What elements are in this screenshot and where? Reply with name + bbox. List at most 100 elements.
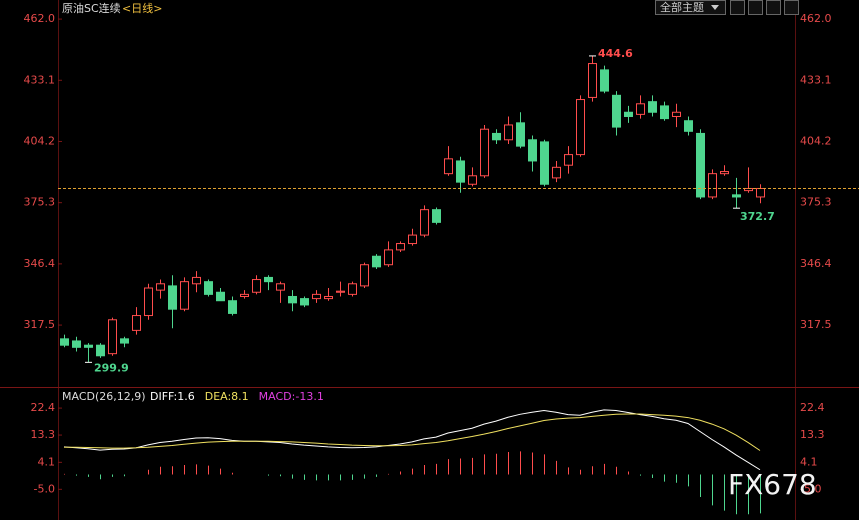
candle-body <box>300 298 309 306</box>
candle-body <box>156 283 165 291</box>
watermark: FX678 <box>728 468 817 501</box>
candle-body <box>216 291 225 302</box>
low-label: 372.7 <box>740 210 775 223</box>
candle-body <box>384 249 393 266</box>
candle-body <box>144 287 153 317</box>
y-tick-label: 462.0 <box>24 12 56 25</box>
candle-body <box>240 293 249 297</box>
candle-body <box>180 281 189 310</box>
candle-body <box>660 105 669 120</box>
y-tick-label: 4.1 <box>38 455 56 468</box>
candle-body <box>468 175 477 185</box>
candle-body <box>564 154 573 166</box>
y-tick-label-right: 346.4 <box>800 257 832 270</box>
candle-body <box>120 338 129 344</box>
tool-button[interactable] <box>766 0 781 15</box>
y-tick-label-right: 375.3 <box>800 196 832 209</box>
candle-body <box>252 279 261 293</box>
chart-subtitle: <日线> <box>122 1 162 15</box>
candle-body <box>492 132 501 141</box>
candle-body <box>624 111 633 117</box>
legend-entry: MACD:-13.1 <box>259 390 324 403</box>
candle-body <box>444 158 453 175</box>
candle-body <box>432 209 441 223</box>
y-tick-label: 404.2 <box>24 134 56 147</box>
candle-body <box>312 293 321 300</box>
candle-body <box>396 243 405 251</box>
low-label: 299.9 <box>94 361 129 374</box>
candle-body <box>708 173 717 198</box>
candle-body <box>96 344 105 357</box>
y-tick-label: 346.4 <box>24 257 56 270</box>
candle-body <box>696 132 705 198</box>
candle-body <box>108 319 117 355</box>
legend-entry: DEA:8.1 <box>205 390 249 403</box>
candle-body <box>720 171 729 175</box>
candle-body <box>276 283 285 291</box>
candle-body <box>672 111 681 117</box>
candle-body <box>756 187 765 198</box>
candle-body <box>228 300 237 314</box>
candle-body <box>600 69 609 92</box>
tool-button[interactable] <box>730 0 745 15</box>
candle-body <box>636 103 645 115</box>
candle-body <box>168 285 177 310</box>
theme-button[interactable] <box>655 0 726 15</box>
candle-body <box>324 295 333 300</box>
candle-body <box>588 63 597 98</box>
y-tick-label: 22.4 <box>31 401 56 414</box>
tool-button[interactable] <box>784 0 799 15</box>
tool-button[interactable] <box>748 0 763 15</box>
candle-body <box>540 141 549 185</box>
candle-body <box>408 234 417 245</box>
candle-body <box>60 338 69 346</box>
macd-legend-title: MACD(26,12,9) <box>62 390 146 403</box>
y-tick-label-right: -5.0 <box>800 482 821 495</box>
candle-body <box>360 264 369 287</box>
candle-body <box>132 315 141 331</box>
candle-body <box>612 94 621 128</box>
y-tick-label-right: 433.1 <box>800 73 832 86</box>
candle-body <box>480 128 489 177</box>
candle-body <box>264 276 273 283</box>
theme-button-label: 全部主题 <box>660 0 704 14</box>
macd-line <box>64 413 761 451</box>
y-tick-label-right: 13.3 <box>800 428 825 441</box>
candle-body <box>552 166 561 179</box>
y-tick-label: 433.1 <box>24 73 56 86</box>
candle-body <box>372 255 381 268</box>
candle-body <box>732 194 741 198</box>
chart-title: 原油SC连续 <box>62 1 121 15</box>
candle-body <box>576 99 585 156</box>
candle-body <box>192 276 201 285</box>
y-tick-label-right: 4.1 <box>800 455 818 468</box>
candle-body <box>420 209 429 236</box>
y-tick-label-right: 404.2 <box>800 134 832 147</box>
y-tick-label: 375.3 <box>24 196 56 209</box>
y-tick-label-right: 22.4 <box>800 401 825 414</box>
candle-body <box>84 344 93 348</box>
candle-body <box>504 124 513 141</box>
candle-body <box>684 120 693 132</box>
dropdown-arrow <box>711 5 719 10</box>
candle-body <box>648 101 657 113</box>
high-label: 444.6 <box>598 47 633 60</box>
candle-body <box>288 295 297 304</box>
candle-body <box>348 283 357 295</box>
y-tick-label: 13.3 <box>31 428 56 441</box>
y-tick-label: 317.5 <box>24 318 56 331</box>
candle-body <box>336 290 345 293</box>
macd-line <box>63 409 761 471</box>
candle-body <box>72 340 81 348</box>
legend-entry: DIFF:1.6 <box>150 390 195 403</box>
y-tick-label: -5.0 <box>34 482 55 495</box>
candle-body <box>516 122 525 147</box>
candle-body <box>456 160 465 183</box>
y-tick-label-right: 317.5 <box>800 318 832 331</box>
y-tick-label-right: 462.0 <box>800 12 832 25</box>
candle-body <box>528 139 537 162</box>
candle-body <box>204 281 213 295</box>
